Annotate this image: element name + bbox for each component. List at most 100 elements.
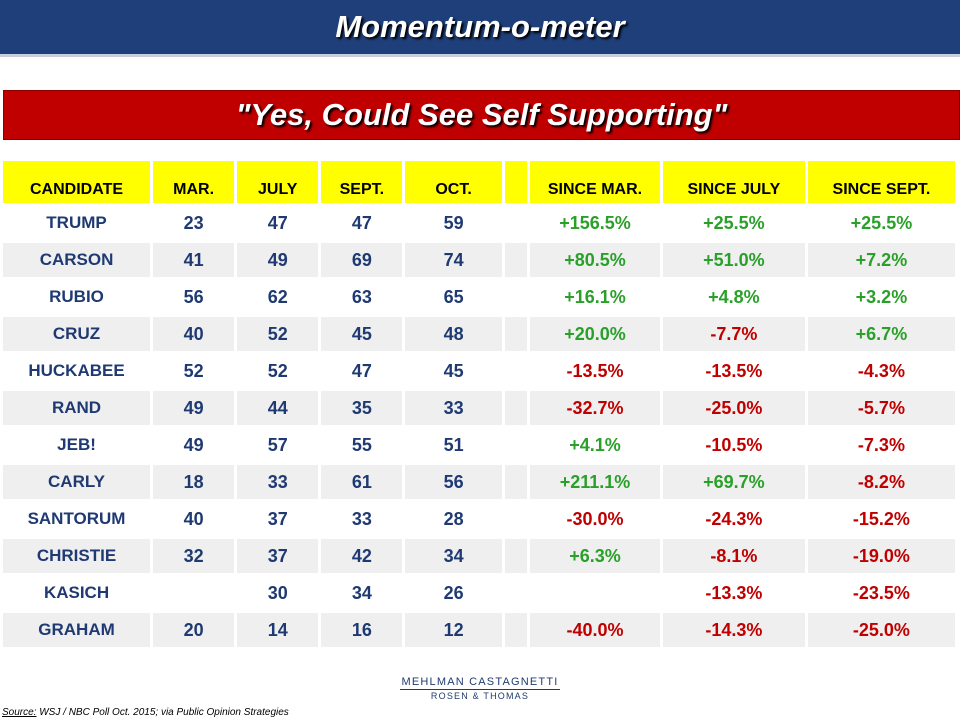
spacer-cell — [505, 206, 527, 240]
poll-value: 37 — [237, 539, 319, 573]
poll-value: 74 — [405, 243, 502, 277]
logo-line-1: MEHLMAN CASTAGNETTI — [400, 676, 560, 690]
poll-value: 47 — [351, 212, 372, 233]
poll-value: 20 — [153, 613, 235, 647]
change-value: -7.3% — [857, 434, 905, 455]
change-value: -7.7% — [662, 317, 805, 351]
change-value: -8.1% — [662, 539, 805, 573]
change-value: +80.5% — [530, 243, 660, 277]
candidate-name: GRAHAM — [3, 613, 151, 647]
change-value: +6.3% — [530, 539, 660, 573]
change-value: -23.5% — [852, 582, 910, 603]
poll-value: 14 — [237, 613, 319, 647]
firm-logo: MEHLMAN CASTAGNETTI ROSEN & THOMAS — [400, 676, 560, 701]
table-row: GRAHAM 20 14 16 12 -40.0% -14.3% -25.0% — [3, 613, 955, 647]
change-value: -4.3% — [857, 360, 905, 381]
change-value: +25.5% — [850, 212, 913, 233]
poll-value: 33 — [237, 465, 319, 499]
momentum-table: CANDIDATE MAR. JULY SEPT. OCT. SINCE MAR… — [0, 158, 958, 650]
spacer-cell — [504, 539, 528, 573]
source-text: WSJ / NBC Poll Oct. 2015; via Public Opi… — [36, 707, 289, 718]
poll-value: 34 — [351, 582, 372, 603]
change-value: -24.3% — [705, 508, 763, 529]
change-value: -25.0% — [807, 613, 955, 647]
poll-value: 41 — [153, 243, 235, 277]
change-value: +3.2% — [855, 286, 908, 307]
spacer-cell — [505, 428, 527, 462]
logo-line-2: ROSEN & THOMAS — [430, 691, 530, 701]
poll-value: 49 — [183, 434, 204, 455]
poll-value: 40 — [153, 317, 235, 351]
candidate-name: SANTORUM — [27, 509, 126, 528]
change-value: +7.2% — [807, 243, 955, 277]
change-value: -30.0% — [566, 508, 624, 529]
candidate-name: TRUMP — [46, 213, 107, 232]
page-title: Momentum-o-meter — [335, 9, 625, 44]
change-value: +20.0% — [530, 317, 660, 351]
change-value: -13.3% — [705, 582, 763, 603]
poll-value: 16 — [321, 613, 403, 647]
table-row: JEB! 49 57 55 51 +4.1% -10.5% -7.3% — [3, 428, 955, 462]
change-value: +69.7% — [662, 465, 805, 499]
candidate-name: HUCKABEE — [28, 361, 125, 380]
table-row: KASICH 30 34 26 -13.3% -23.5% — [3, 576, 955, 610]
table-row: SANTORUM 40 37 33 28 -30.0% -24.3% -15.2% — [3, 502, 955, 536]
spacer-cell — [504, 613, 528, 647]
spacer-cell — [504, 243, 528, 277]
change-value: -25.0% — [662, 391, 805, 425]
poll-value: 56 — [405, 465, 502, 499]
column-header-spacer — [504, 161, 528, 203]
spacer-cell — [505, 502, 527, 536]
poll-value: 52 — [183, 360, 204, 381]
change-value: -19.0% — [807, 539, 955, 573]
poll-value: 34 — [405, 539, 502, 573]
poll-value: 51 — [443, 434, 464, 455]
spacer-cell — [504, 391, 528, 425]
spacer-cell — [505, 576, 527, 610]
spacer-cell — [504, 465, 528, 499]
poll-value: 55 — [351, 434, 372, 455]
table-row: HUCKABEE 52 52 47 45 -13.5% -13.5% -4.3% — [3, 354, 955, 388]
candidate-name: KASICH — [43, 583, 110, 602]
table-row: CRUZ 40 52 45 48 +20.0% -7.7% +6.7% — [3, 317, 955, 351]
candidate-name: JEB! — [57, 435, 96, 454]
candidate-name: CRUZ — [3, 317, 151, 351]
poll-value: 61 — [321, 465, 403, 499]
change-value: +4.8% — [708, 286, 760, 307]
change-value: +156.5% — [559, 212, 631, 233]
poll-value: 33 — [351, 508, 372, 529]
spacer-cell — [505, 354, 527, 388]
poll-value: 57 — [267, 434, 288, 455]
header-row: CANDIDATE MAR. JULY SEPT. OCT. SINCE MAR… — [3, 161, 955, 203]
table-row: RUBIO 56 62 63 65 +16.1% +4.8% +3.2% — [3, 280, 955, 314]
poll-value: 42 — [321, 539, 403, 573]
poll-value: 69 — [321, 243, 403, 277]
poll-value: 45 — [443, 360, 464, 381]
poll-value: 44 — [237, 391, 319, 425]
subtitle-band: "Yes, Could See Self Supporting" — [3, 90, 960, 140]
source-label: Source: — [2, 707, 37, 718]
poll-value: 33 — [405, 391, 502, 425]
change-value: -32.7% — [530, 391, 660, 425]
column-header: JULY — [237, 161, 319, 203]
column-header: OCT. — [405, 161, 502, 203]
change-value: +6.7% — [807, 317, 955, 351]
poll-value: 23 — [183, 212, 204, 233]
title-bar: Momentum-o-meter — [0, 0, 960, 57]
candidate-name: CARLY — [3, 465, 151, 499]
poll-value: 48 — [405, 317, 502, 351]
poll-value: 49 — [153, 391, 235, 425]
poll-value: 37 — [267, 508, 288, 529]
poll-value: 47 — [351, 360, 372, 381]
poll-value: 26 — [443, 582, 464, 603]
table-row: RAND 49 44 35 33 -32.7% -25.0% -5.7% — [3, 391, 955, 425]
poll-value: 12 — [405, 613, 502, 647]
change-value: -13.5% — [566, 360, 624, 381]
poll-value — [153, 576, 234, 610]
change-value: -14.3% — [662, 613, 805, 647]
change-value — [530, 576, 660, 610]
subtitle: "Yes, Could See Self Supporting" — [235, 97, 728, 132]
change-value: -13.5% — [705, 360, 763, 381]
candidate-name: RAND — [3, 391, 151, 425]
change-value: -15.2% — [852, 508, 910, 529]
